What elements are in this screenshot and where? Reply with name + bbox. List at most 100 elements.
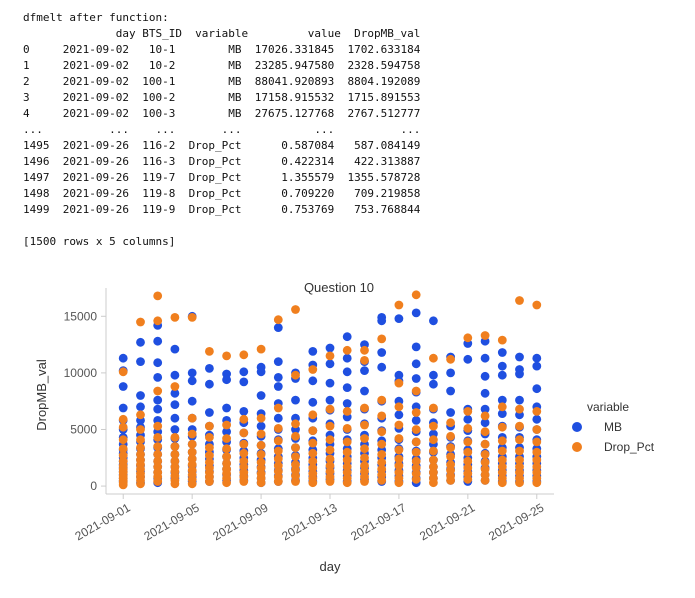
drop-pct-point — [480, 450, 490, 459]
mb-point — [170, 400, 180, 409]
mb-point — [532, 414, 542, 424]
drop-pct-point — [394, 478, 404, 488]
x-tick-label: 2021-09-09 — [210, 500, 270, 543]
drop-pct-point — [118, 367, 128, 377]
drop-pct-point — [515, 455, 524, 465]
legend: variable MB Drop_Pct — [572, 400, 655, 454]
mb-point — [325, 378, 335, 388]
mb-point — [360, 366, 369, 375]
drop-pct-point — [170, 433, 180, 442]
drop-pct-point — [308, 448, 318, 458]
drop-pct-point — [429, 478, 438, 488]
output-row: 0 2021-09-02 10-1 MB 17026.331845 1702.6… — [23, 43, 421, 56]
output-columns-line: day BTS_ID variable value DropMB_val — [23, 27, 421, 40]
drop-pct-point — [205, 451, 214, 460]
drop-pct-point — [153, 442, 163, 451]
drop-pct-point — [325, 351, 335, 361]
drop-pct-point — [532, 478, 542, 488]
mb-point — [497, 370, 507, 380]
drop-pct-point — [411, 386, 421, 396]
mb-point — [325, 343, 335, 353]
drop-pct-point — [394, 402, 404, 412]
drop-pct-point — [325, 454, 335, 464]
mb-point — [153, 358, 163, 368]
mb-point — [411, 359, 421, 369]
drop-pct-point — [515, 435, 524, 445]
mb-point — [222, 375, 232, 385]
drop-pct-point — [429, 421, 438, 431]
drop-pct-point — [222, 452, 232, 461]
x-tick-label: 2021-09-13 — [279, 500, 339, 543]
drop-pct-point — [239, 428, 249, 438]
drop-pct-point — [515, 296, 524, 305]
output-header: dfmelt after function: — [23, 11, 169, 24]
mb-point — [515, 352, 524, 362]
mb-point — [256, 421, 266, 431]
drop-pct-point — [291, 419, 300, 429]
drop-pct-point — [239, 448, 249, 458]
legend-marker-drop-pct — [572, 442, 582, 452]
mb-point — [153, 404, 163, 414]
mb-point — [497, 395, 507, 405]
y-tick-label: 0 — [90, 479, 97, 493]
drop-pct-point — [291, 443, 300, 452]
legend-label-mb: MB — [604, 420, 622, 434]
drop-pct-point — [411, 425, 421, 434]
drop-pct-point — [411, 447, 421, 457]
drop-pct-point — [532, 300, 542, 310]
mb-point — [187, 376, 197, 386]
drop-pct-point — [394, 420, 404, 430]
mb-point — [153, 395, 163, 405]
drop-pct-point — [222, 434, 232, 443]
drop-pct-point — [411, 290, 421, 300]
drop-pct-point — [446, 443, 455, 452]
drop-pct-point — [429, 435, 438, 445]
drop-pct-point — [394, 445, 404, 455]
drop-pct-point — [170, 450, 180, 459]
drop-pct-point — [360, 345, 369, 355]
drop-pct-point — [118, 422, 128, 432]
drop-pct-point — [153, 386, 163, 396]
drop-pct-point — [360, 403, 369, 413]
drop-pct-point — [497, 455, 507, 465]
drop-pct-point — [446, 418, 455, 428]
drop-pct-point — [377, 450, 387, 459]
mb-point — [153, 373, 163, 382]
drop-pct-point — [446, 476, 455, 485]
drop-pct-point — [377, 334, 387, 344]
drop-pct-point — [497, 335, 507, 345]
mb-point — [118, 403, 128, 413]
mb-point — [463, 354, 473, 364]
drop-pct-point — [411, 474, 421, 484]
drop-pct-point — [273, 454, 283, 464]
mb-point — [377, 316, 387, 326]
mb-point — [497, 361, 507, 371]
mb-point — [153, 336, 163, 346]
drop-pct-point — [205, 477, 214, 486]
mb-point — [170, 388, 180, 398]
mb-point — [429, 379, 438, 389]
drop-pct-point — [118, 435, 128, 445]
mb-point — [170, 425, 180, 434]
mb-point — [170, 413, 180, 423]
mb-point — [308, 376, 318, 386]
drop-pct-point — [187, 413, 197, 423]
drop-pct-point — [118, 414, 128, 424]
mb-point — [273, 413, 283, 423]
drop-pct-point — [222, 420, 232, 430]
drop-pct-point — [205, 433, 214, 442]
mb-point — [480, 404, 490, 414]
drop-pct-point — [463, 424, 473, 433]
drop-pct-point — [205, 421, 214, 431]
drop-pct-point — [170, 382, 180, 391]
drop-pct-point — [273, 403, 283, 413]
mb-point — [118, 382, 128, 391]
mb-point — [273, 382, 283, 391]
drop-pct-point — [187, 479, 197, 489]
drop-pct-point — [394, 378, 404, 388]
drop-pct-point — [377, 457, 387, 467]
drop-pct-point — [273, 424, 283, 433]
mb-point — [239, 407, 249, 416]
drop-pct-point — [187, 447, 197, 457]
